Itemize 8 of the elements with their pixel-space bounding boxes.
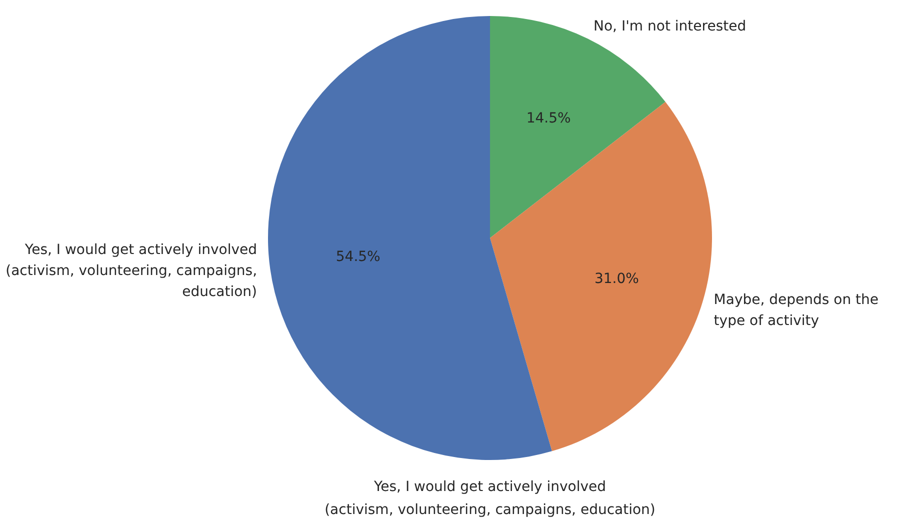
data-label: 31.0% xyxy=(594,271,639,288)
data-label: 54.5% xyxy=(336,248,380,265)
pie-slice xyxy=(490,102,712,452)
slice-label: Maybe, depends on the type of activity xyxy=(714,292,879,330)
slice-label: Yes, I would get actively involved (activism, volunteering, campaigns, education) xyxy=(6,242,258,300)
slice-label: No, I'm not interested xyxy=(594,18,746,35)
text: Yes, I would get actively involved (activism, volunteering, campaigns, education) xyxy=(324,478,656,520)
data-label: 14.5% xyxy=(526,110,571,126)
